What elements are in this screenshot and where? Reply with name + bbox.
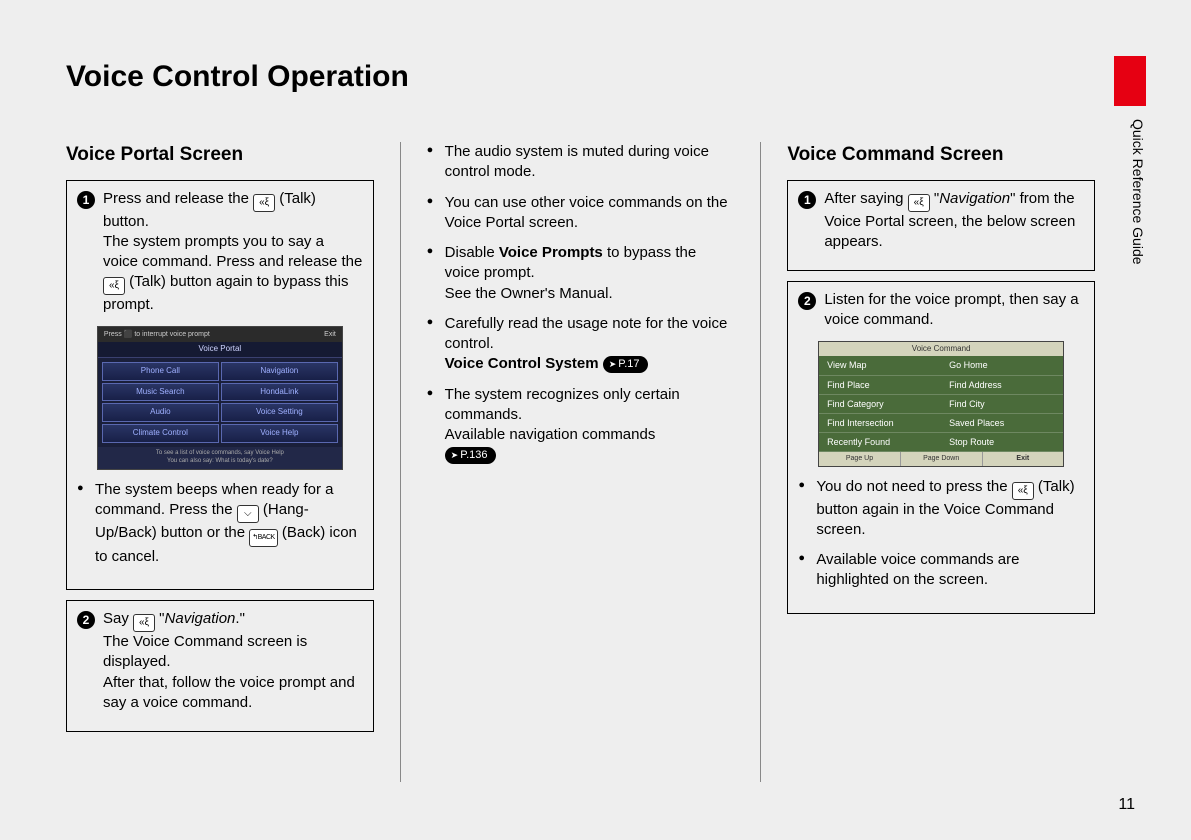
column-voice-command: Voice Command Screen 1 After saying «ξ "… bbox=[787, 142, 1095, 782]
text: The audio system is muted during voice c… bbox=[445, 143, 709, 180]
vp-cell: Voice Setting bbox=[221, 403, 338, 422]
bullet: Carefully read the usage note for the vo… bbox=[427, 314, 735, 375]
column-notes: The audio system is muted during voice c… bbox=[427, 142, 735, 782]
text: (Talk) button again to bypass this promp… bbox=[103, 273, 348, 313]
vp-cell: Phone Call bbox=[102, 362, 219, 381]
bullet: You do not need to press the «ξ (Talk) b… bbox=[798, 477, 1084, 541]
vc-cell: Find City bbox=[941, 395, 1063, 414]
column-separator bbox=[760, 142, 761, 782]
text: ." bbox=[235, 610, 245, 627]
box-vc-step-1: 1 After saying «ξ "Navigation" from the … bbox=[787, 180, 1095, 272]
accent-tab bbox=[1114, 56, 1146, 106]
bullet: The system beeps when ready for a comman… bbox=[77, 480, 363, 568]
text-bold: Voice Control System bbox=[445, 355, 603, 372]
box-step-1: 1 Press and release the «ξ (Talk) button… bbox=[66, 180, 374, 591]
vp-title: Voice Portal bbox=[98, 342, 342, 358]
text-subline: See the Owner's Manual. bbox=[445, 284, 735, 304]
vp-cell: Voice Help bbox=[221, 424, 338, 443]
page-title: Voice Control Operation bbox=[66, 60, 1095, 94]
text: " bbox=[930, 190, 940, 207]
bullet: Disable Voice Prompts to bypass the voic… bbox=[427, 243, 735, 304]
vc-title: Voice Command bbox=[819, 342, 1063, 357]
vc-foot-cell: Exit bbox=[983, 452, 1064, 465]
talk-icon: «ξ bbox=[133, 614, 155, 632]
text: " bbox=[155, 610, 165, 627]
text: Carefully read the usage note for the vo… bbox=[445, 315, 728, 352]
text: Available voice commands are highlighted… bbox=[816, 551, 1019, 588]
vc-cell: Find Intersection bbox=[819, 414, 941, 433]
text: After saying bbox=[824, 190, 907, 207]
vc-foot-cell: Page Up bbox=[819, 452, 901, 465]
voice-portal-screenshot: Press ⬛ to interrupt voice prompt Exit V… bbox=[97, 326, 343, 470]
bullet: The audio system is muted during voice c… bbox=[427, 142, 735, 183]
step-2-body: Say «ξ "Navigation." The Voice Command s… bbox=[103, 609, 363, 713]
vp-cell: Audio bbox=[102, 403, 219, 422]
vc-step-1-body: After saying «ξ "Navigation" from the Vo… bbox=[824, 189, 1084, 253]
text: The Voice Command screen is displayed. bbox=[103, 632, 363, 673]
step-1-body: Press and release the «ξ (Talk) button. … bbox=[103, 189, 363, 316]
vc-foot-cell: Page Down bbox=[901, 452, 983, 465]
step-badge-1: 1 bbox=[77, 191, 95, 209]
vc-cell: Stop Route bbox=[941, 433, 1063, 452]
text: After that, follow the voice prompt and … bbox=[103, 673, 363, 714]
page-ref: P.17 bbox=[603, 356, 648, 373]
box-vc-step-2: 2 Listen for the voice prompt, then say … bbox=[787, 281, 1095, 613]
talk-icon: «ξ bbox=[253, 194, 275, 212]
page-ref: P.136 bbox=[445, 447, 496, 464]
talk-icon: «ξ bbox=[908, 194, 930, 212]
vp-grid: Phone Call Navigation Music Search Honda… bbox=[98, 358, 342, 447]
text: Press and release the bbox=[103, 190, 253, 207]
vc-grid: View Map Go Home Find Place Find Address… bbox=[819, 356, 1063, 452]
vc-cell: Recently Found bbox=[819, 433, 941, 452]
hangup-icon: ⌵ bbox=[237, 505, 259, 523]
vp-cell: Music Search bbox=[102, 383, 219, 402]
vc-cell: View Map bbox=[819, 356, 941, 375]
vp-foot-line: You can also say: What is today's date? bbox=[102, 458, 338, 466]
box-step-2: 2 Say «ξ "Navigation." The Voice Command… bbox=[66, 600, 374, 732]
heading-voice-portal: Voice Portal Screen bbox=[66, 142, 374, 168]
text-subline: Available navigation commands bbox=[445, 425, 735, 445]
step-badge-1: 1 bbox=[798, 191, 816, 209]
bullet: The system recognizes only certain comma… bbox=[427, 385, 735, 466]
vc-cell: Saved Places bbox=[941, 414, 1063, 433]
voice-command-screenshot: Voice Command View Map Go Home Find Plac… bbox=[818, 341, 1064, 467]
vp-cell: Navigation bbox=[221, 362, 338, 381]
text: You can use other voice commands on the … bbox=[445, 194, 728, 231]
text: The system prompts you to say a voice co… bbox=[103, 233, 362, 270]
vc-cell: Go Home bbox=[941, 356, 1063, 375]
bullet: Available voice commands are highlighted… bbox=[798, 550, 1084, 591]
talk-icon: «ξ bbox=[103, 277, 125, 295]
vc-step-2-body: Listen for the voice prompt, then say a … bbox=[824, 290, 1084, 331]
text: Say bbox=[103, 610, 133, 627]
vp-foot-line: To see a list of voice commands, say Voi… bbox=[102, 450, 338, 458]
step-badge-2: 2 bbox=[798, 292, 816, 310]
column-separator bbox=[400, 142, 401, 782]
page-content: Voice Control Operation Voice Portal Scr… bbox=[0, 0, 1191, 812]
step-badge-2: 2 bbox=[77, 611, 95, 629]
text-bold: Voice Prompts bbox=[499, 244, 603, 261]
vp-footer: To see a list of voice commands, say Voi… bbox=[98, 447, 342, 469]
side-label: Quick Reference Guide bbox=[1116, 115, 1146, 265]
text: The system recognizes only certain comma… bbox=[445, 386, 680, 423]
vc-cell: Find Category bbox=[819, 395, 941, 414]
text-italic: Navigation bbox=[939, 190, 1010, 207]
vc-footer: Page Up Page Down Exit bbox=[819, 452, 1063, 465]
text: Disable bbox=[445, 244, 499, 261]
vp-topbar-left: Press ⬛ to interrupt voice prompt bbox=[104, 330, 210, 339]
column-voice-portal: Voice Portal Screen 1 Press and release … bbox=[66, 142, 374, 782]
text: You do not need to press the bbox=[816, 478, 1011, 495]
vp-topbar-right: Exit bbox=[324, 330, 336, 339]
vp-cell: HondaLink bbox=[221, 383, 338, 402]
vp-cell: Climate Control bbox=[102, 424, 219, 443]
text-italic: Navigation bbox=[165, 610, 236, 627]
talk-icon: «ξ bbox=[1012, 482, 1034, 500]
vc-cell: Find Address bbox=[941, 376, 1063, 395]
back-icon: ↰BACK bbox=[249, 529, 277, 547]
page-number: 11 bbox=[1118, 796, 1135, 814]
vc-cell: Find Place bbox=[819, 376, 941, 395]
heading-voice-command: Voice Command Screen bbox=[787, 142, 1095, 168]
bullet: You can use other voice commands on the … bbox=[427, 193, 735, 234]
